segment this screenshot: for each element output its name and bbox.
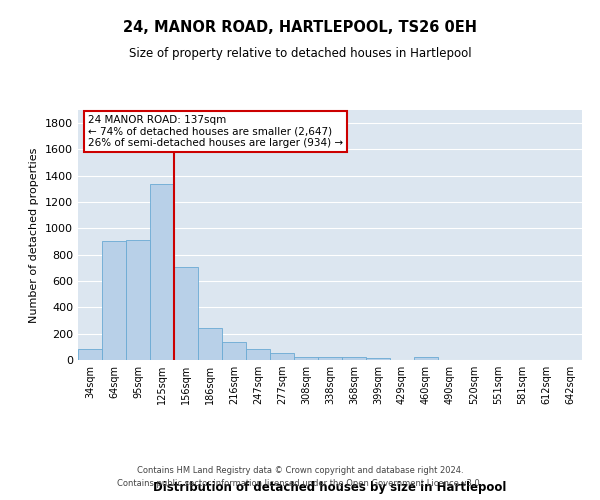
Bar: [294, 356, 318, 360]
Bar: [198, 328, 222, 360]
Bar: [270, 353, 294, 360]
Bar: [414, 358, 438, 360]
Bar: [366, 358, 390, 360]
Bar: [246, 350, 270, 360]
Bar: [318, 356, 342, 360]
Bar: [342, 358, 366, 360]
Text: Contains HM Land Registry data © Crown copyright and database right 2024.
Contai: Contains HM Land Registry data © Crown c…: [118, 466, 482, 487]
Text: Size of property relative to detached houses in Hartlepool: Size of property relative to detached ho…: [128, 48, 472, 60]
X-axis label: Distribution of detached houses by size in Hartlepool: Distribution of detached houses by size …: [154, 481, 506, 494]
Bar: [78, 349, 102, 360]
Text: 24 MANOR ROAD: 137sqm
← 74% of detached houses are smaller (2,647)
26% of semi-d: 24 MANOR ROAD: 137sqm ← 74% of detached …: [88, 115, 343, 148]
Bar: [102, 241, 126, 360]
Bar: [174, 267, 198, 360]
Bar: [150, 184, 174, 360]
Bar: [126, 240, 150, 360]
Y-axis label: Number of detached properties: Number of detached properties: [29, 148, 40, 322]
Bar: [222, 342, 246, 360]
Text: 24, MANOR ROAD, HARTLEPOOL, TS26 0EH: 24, MANOR ROAD, HARTLEPOOL, TS26 0EH: [123, 20, 477, 35]
